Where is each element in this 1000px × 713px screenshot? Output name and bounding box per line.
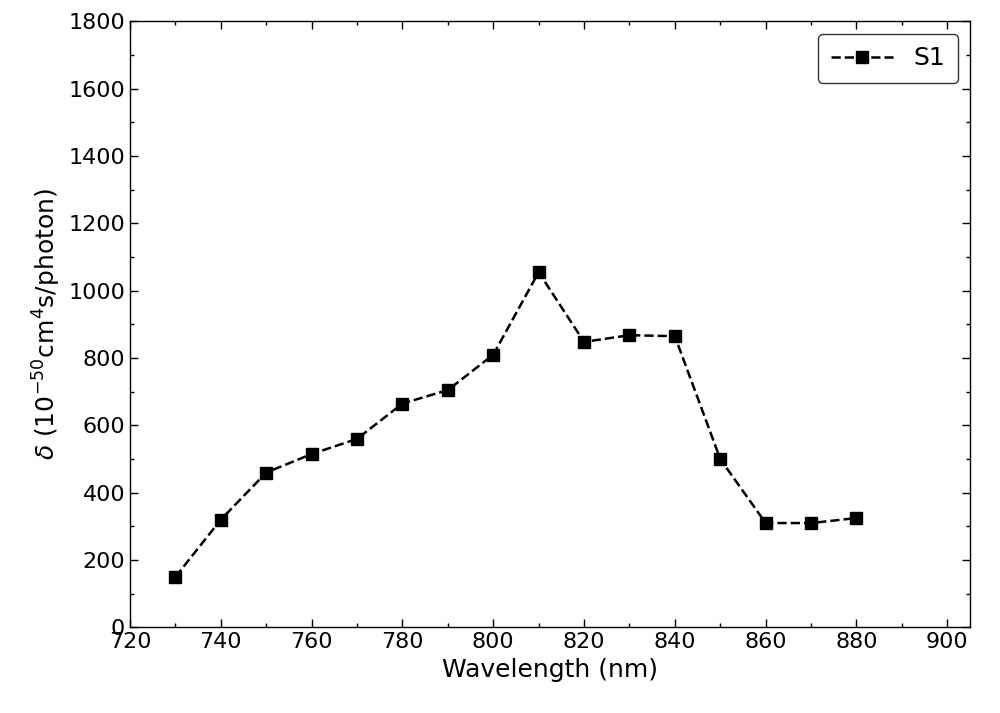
S1 xyxy=(578,338,590,347)
S1 xyxy=(760,519,772,528)
S1 xyxy=(850,514,862,523)
S1 xyxy=(306,450,318,458)
Legend: S1: S1 xyxy=(818,34,958,83)
S1 xyxy=(669,332,681,341)
S1 xyxy=(215,515,227,524)
Y-axis label: $\delta$ (10$^{-50}$cm$^4$s/photon): $\delta$ (10$^{-50}$cm$^4$s/photon) xyxy=(31,188,63,461)
S1 xyxy=(396,399,408,408)
S1 xyxy=(487,351,499,359)
S1 xyxy=(533,268,545,277)
S1 xyxy=(805,519,817,528)
S1 xyxy=(623,331,635,339)
S1 xyxy=(442,386,454,394)
S1 xyxy=(260,468,272,477)
X-axis label: Wavelength (nm): Wavelength (nm) xyxy=(442,658,658,682)
S1 xyxy=(351,435,363,443)
S1 xyxy=(714,455,726,463)
S1 xyxy=(169,573,181,581)
Line: S1: S1 xyxy=(170,267,862,583)
